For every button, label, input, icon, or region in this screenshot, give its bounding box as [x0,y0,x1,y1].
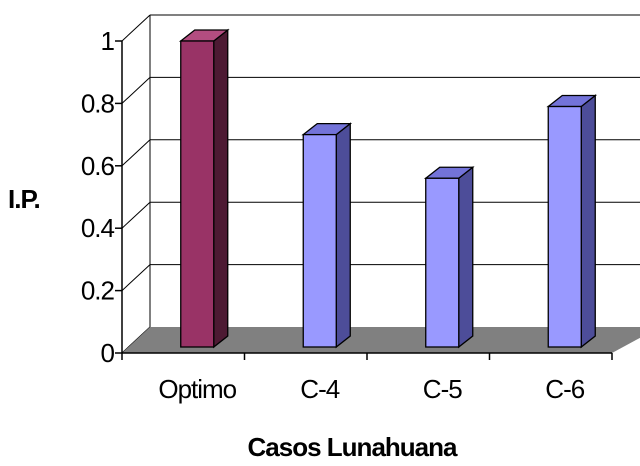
bar [546,94,598,349]
wall-gridline [121,264,151,291]
y-tick-label: 0.4 [81,213,115,243]
y-tick-labels: 0 0.2 0.4 0.6 0.8 1 [81,26,116,368]
y-tick-label: 0.8 [81,88,115,118]
y-axis-title: I.P. [8,184,40,214]
bar-front [180,40,215,348]
y-tick-label: 1 [101,26,115,56]
x-axis-title: Casos Lunahuana [248,432,458,461]
wall-gridline [121,201,151,229]
bars [178,28,598,349]
x-tick-label: C-4 [300,374,339,404]
chart-floor [122,327,640,353]
bar-front [547,105,582,348]
bar-side [458,165,474,349]
x-tick-label: C-5 [423,374,462,404]
bar [178,28,230,349]
bar [301,122,353,349]
gridlines [121,14,640,354]
wall-gridline [121,14,151,42]
bar-side [580,94,596,349]
x-tick-label: Optimo [158,374,236,404]
wall-gridline [121,77,151,104]
bar-side [335,122,351,349]
y-tick-label: 0 [101,338,115,368]
wall-gridline [121,139,151,167]
y-tick-label: 0.6 [81,151,115,181]
x-tick-labels: Optimo C-4 C-5 C-6 [158,374,585,404]
x-tick-label: C-6 [545,374,584,404]
bar-side [213,28,229,349]
y-tick-label: 0.2 [81,276,115,306]
bar-front [425,177,460,348]
axes [115,40,613,360]
bar-front [302,133,337,348]
bar [423,165,475,349]
